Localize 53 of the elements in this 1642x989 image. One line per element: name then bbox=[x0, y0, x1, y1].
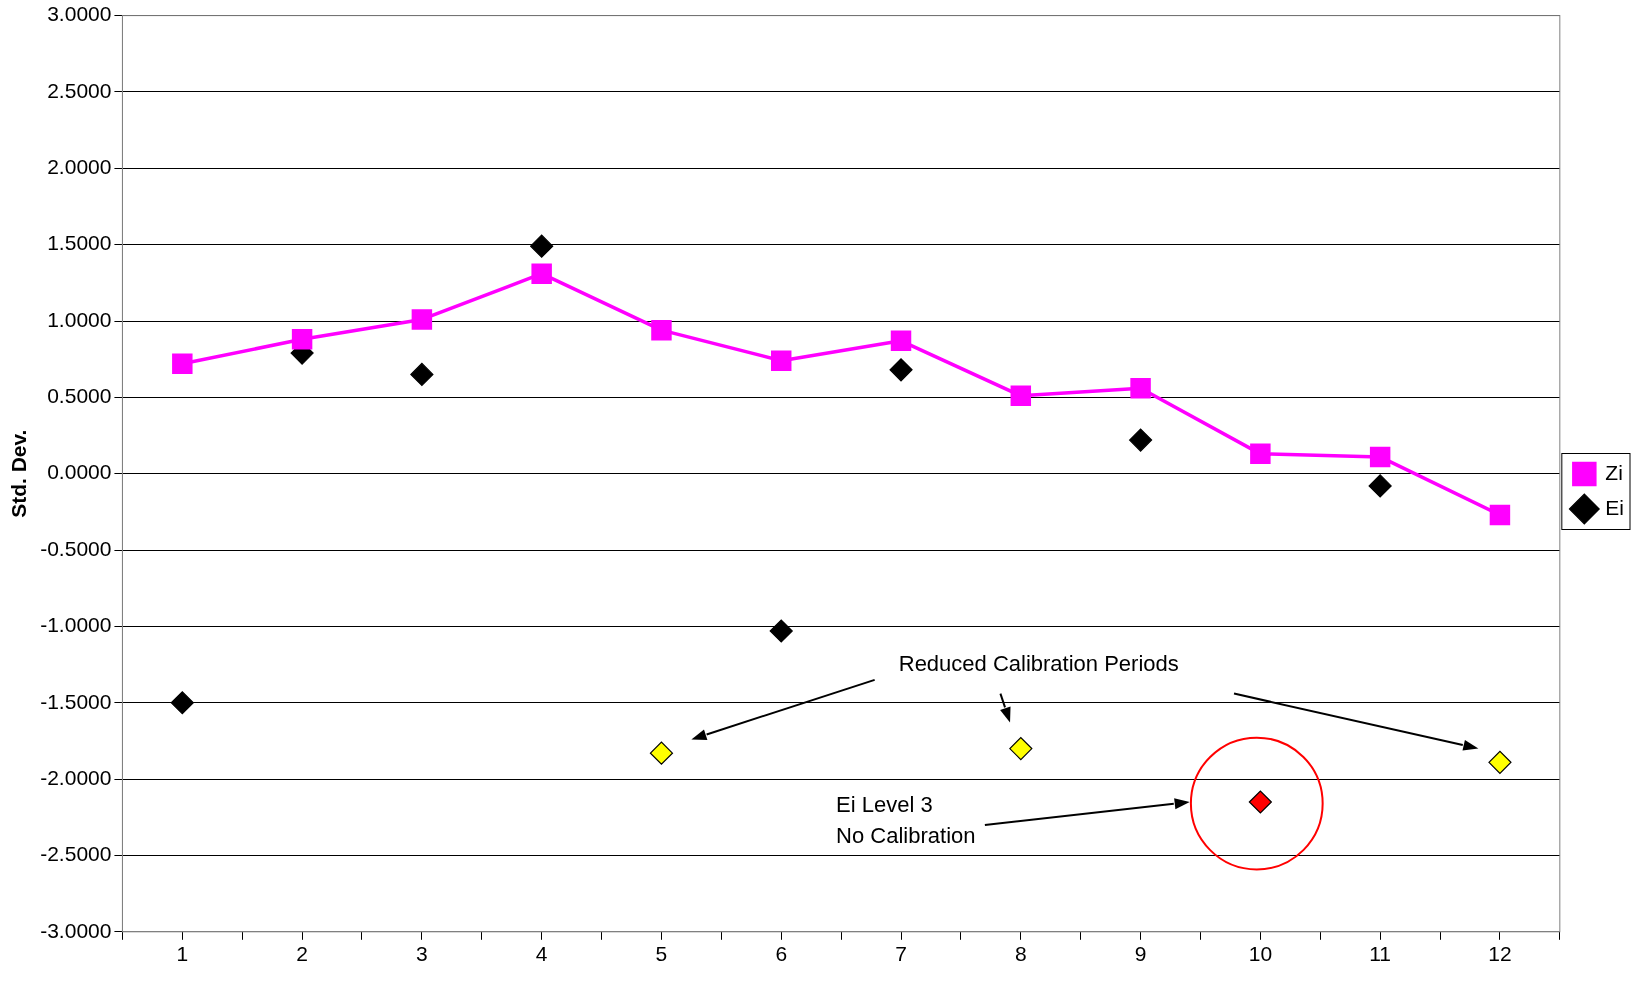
y-tick-label: 0.5000 bbox=[47, 384, 112, 408]
point bbox=[1128, 428, 1153, 452]
point bbox=[291, 329, 313, 350]
x-tick-label: 10 bbox=[1248, 942, 1273, 966]
point bbox=[649, 741, 674, 765]
point bbox=[769, 619, 793, 643]
point bbox=[530, 234, 554, 258]
y-tick-label: 2.5000 bbox=[47, 78, 112, 102]
point bbox=[411, 309, 433, 330]
legend-label: Zi bbox=[1605, 460, 1623, 484]
y-tick-label: 1.0000 bbox=[47, 307, 112, 331]
point bbox=[1130, 377, 1151, 399]
x-tick-label: 3 bbox=[416, 942, 428, 966]
x-tick-label: 9 bbox=[1134, 942, 1147, 966]
y-tick-label: -2.5000 bbox=[40, 842, 112, 866]
annotation: Ei Level 3 No Calibration bbox=[836, 792, 976, 849]
x-tick-label: 11 bbox=[1369, 942, 1392, 966]
point bbox=[1489, 504, 1511, 526]
point bbox=[1248, 790, 1272, 814]
point bbox=[1368, 474, 1392, 498]
y-tick-label: -3.0000 bbox=[40, 918, 112, 942]
point bbox=[1250, 443, 1271, 465]
x-tick-label: 6 bbox=[775, 942, 788, 966]
x-tick-label: 12 bbox=[1488, 942, 1512, 966]
point bbox=[890, 330, 912, 352]
point bbox=[771, 350, 792, 371]
point bbox=[1010, 385, 1032, 407]
point bbox=[651, 319, 672, 341]
x-tick-label: 8 bbox=[1014, 942, 1027, 966]
point bbox=[1009, 736, 1033, 761]
y-tick-label: -0.5000 bbox=[40, 536, 112, 560]
x-tick-label: 5 bbox=[655, 942, 668, 966]
legend-label: Ei bbox=[1605, 495, 1625, 519]
point bbox=[531, 263, 552, 284]
y-tick-label: -1.0000 bbox=[40, 613, 112, 637]
point bbox=[1369, 446, 1391, 468]
x-tick-label: 7 bbox=[895, 942, 907, 966]
point bbox=[889, 358, 913, 382]
point bbox=[410, 362, 434, 387]
point bbox=[172, 353, 193, 374]
x-tick-label: 2 bbox=[296, 942, 308, 966]
y-tick-label: 3.0000 bbox=[47, 2, 112, 26]
y-tick-label: 2.0000 bbox=[47, 155, 112, 179]
x-tick-label: 1 bbox=[176, 942, 189, 966]
annotation: Reduced Calibration Periods bbox=[898, 650, 1179, 676]
point bbox=[1488, 750, 1512, 774]
y-axis-title: Std. Dev. bbox=[7, 429, 31, 518]
y-tick-label: -1.5000 bbox=[40, 689, 112, 713]
y-tick-label: -2.0000 bbox=[40, 765, 112, 789]
y-tick-label: 0.0000 bbox=[47, 460, 112, 484]
x-tick-label: 4 bbox=[535, 942, 548, 966]
point bbox=[170, 691, 194, 715]
y-tick-label: 1.5000 bbox=[47, 231, 112, 255]
